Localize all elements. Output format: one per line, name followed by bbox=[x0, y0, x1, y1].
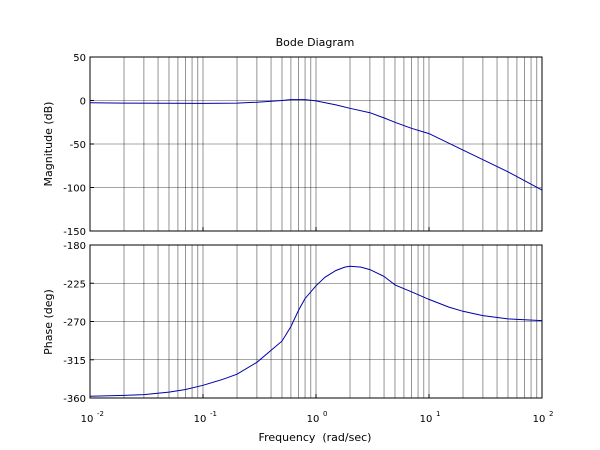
magnitude-response-line bbox=[89, 99, 543, 191]
magnitude-ytick-label: -50 bbox=[70, 140, 86, 151]
phase-ytick-label: -360 bbox=[63, 394, 86, 405]
xtick-exponent: 0 bbox=[323, 410, 327, 418]
phase-axis-label: Phase (deg) bbox=[42, 289, 55, 355]
magnitude-ytick-label: -150 bbox=[63, 227, 86, 238]
xtick-label: 10 bbox=[307, 414, 320, 425]
xtick-exponent: -2 bbox=[97, 410, 104, 418]
magnitude-ytick-label: 50 bbox=[73, 53, 86, 64]
phase-ytick-label: -180 bbox=[63, 241, 86, 252]
phase-ytick-label: -315 bbox=[63, 356, 86, 367]
xtick-label: 10 bbox=[533, 414, 546, 425]
phase-ytick-label: -270 bbox=[63, 318, 86, 329]
xtick-label: 10 bbox=[194, 414, 207, 425]
xtick-exponent: -1 bbox=[210, 410, 217, 418]
xtick-exponent: 1 bbox=[436, 410, 440, 418]
xtick-label: 10 bbox=[420, 414, 433, 425]
magnitude-panel: 50 0 -50 -100 -150 bbox=[63, 53, 543, 238]
magnitude-ytick-label: -100 bbox=[63, 184, 86, 195]
chart-title: Bode Diagram bbox=[276, 36, 355, 49]
magnitude-ytick-label: 0 bbox=[80, 97, 86, 108]
xtick-label: 10 bbox=[81, 414, 94, 425]
phase-ytick-label: -225 bbox=[63, 279, 86, 290]
magnitude-axis-label: Magnitude (dB) bbox=[42, 102, 55, 187]
phase-response-line bbox=[89, 265, 543, 397]
xtick-exponent: 2 bbox=[549, 410, 553, 418]
x-axis-label: Frequency (rad/sec) bbox=[259, 431, 372, 444]
